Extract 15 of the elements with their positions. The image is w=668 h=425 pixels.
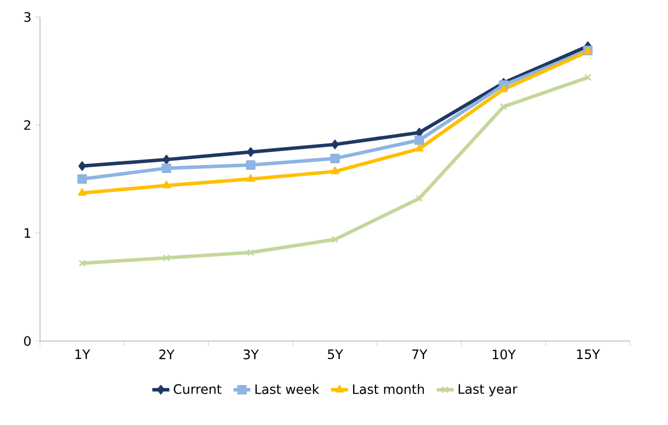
x-tick-label: 1Y <box>75 350 90 359</box>
y-tick-label: 1 <box>24 228 30 238</box>
y-tick-label: 2 <box>24 120 30 130</box>
legend-label: Current <box>174 384 222 394</box>
y-tick-label: 0 <box>24 336 31 346</box>
legend-label: Last month <box>353 384 424 394</box>
legend-label: Last week <box>255 384 320 394</box>
legend-label: Last year <box>458 384 518 396</box>
y-tick-label: 3 <box>24 12 30 22</box>
x-tick-label: 5Y <box>328 350 344 360</box>
x-tick-label: 3Y <box>244 350 259 360</box>
x-tick-label: 15Y <box>577 350 600 360</box>
x-tick-label: 10Y <box>492 350 516 360</box>
x-tick-label: 7Y <box>412 350 428 359</box>
x-tick-label: 2Y <box>159 350 175 360</box>
